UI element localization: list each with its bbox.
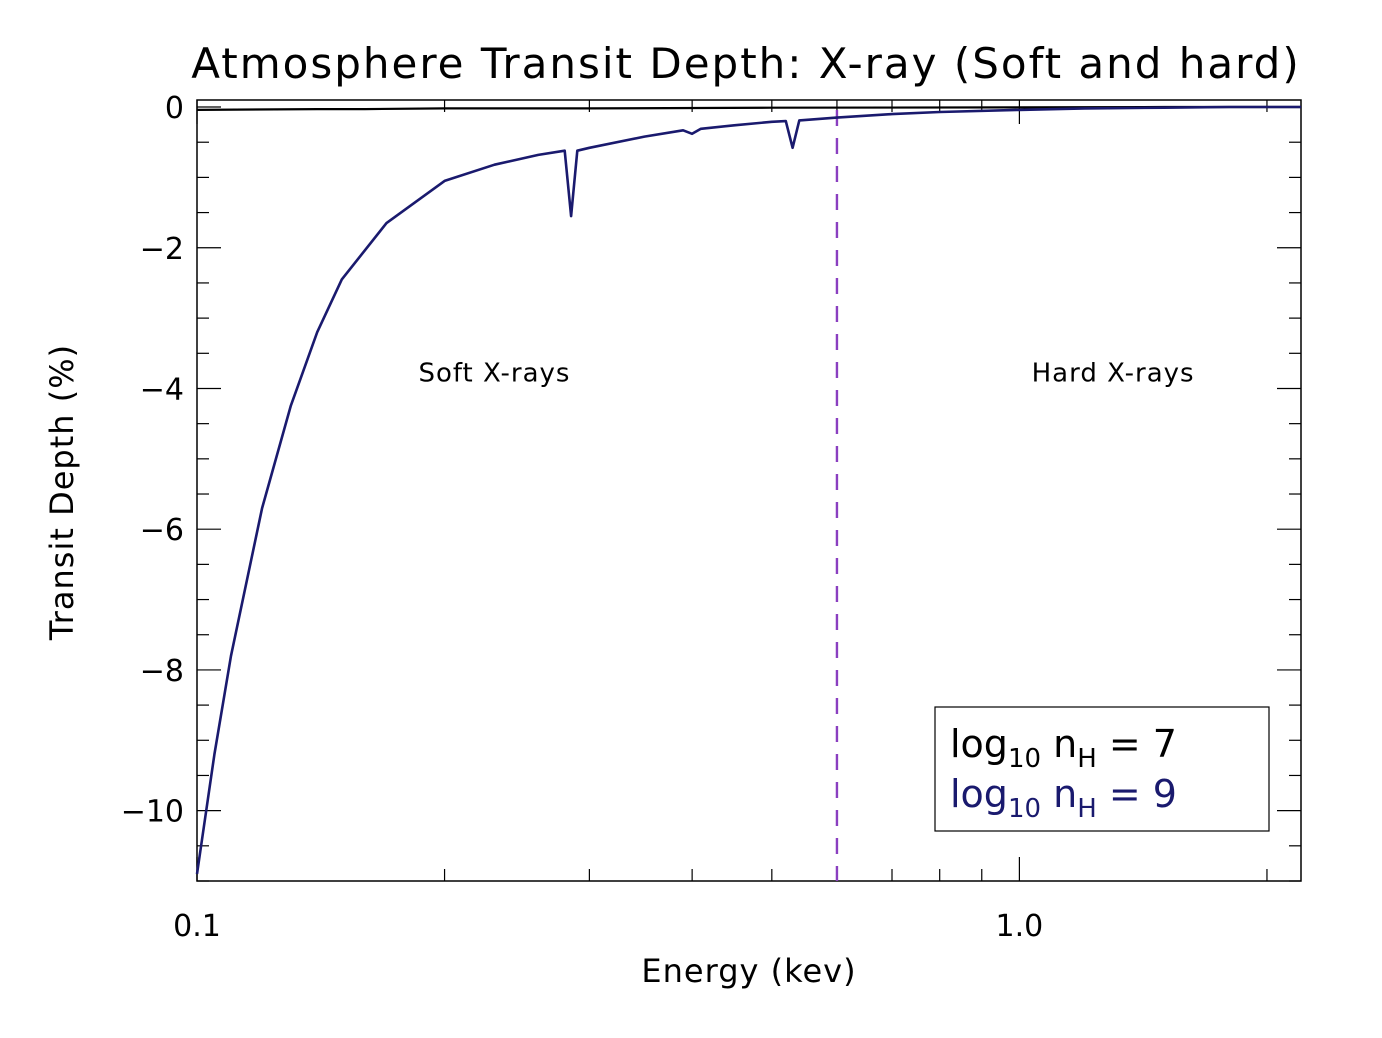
soft-xrays-label: Soft X-rays (418, 358, 570, 388)
plot-area (196, 99, 1302, 882)
y-tick-label: −2 (140, 232, 184, 267)
chart-title: Atmosphere Transit Depth: X-ray (Soft an… (191, 39, 1300, 88)
y-tick-label: −6 (140, 513, 184, 548)
y-tick-label: −10 (121, 795, 184, 830)
plot-frame (196, 99, 1302, 882)
y-axis-label: Transit Depth (%) (43, 344, 81, 641)
x-tick-label: 0.1 (173, 909, 221, 944)
tick-labels: 0.1 1.0 0 −2 −4 −6 −8 −10 (121, 91, 1044, 944)
x-tick-label: 1.0 (996, 909, 1044, 944)
series-layer (195, 105, 1301, 881)
x-axis-label: Energy (kev) (641, 952, 856, 990)
y-tick-label: −8 (140, 654, 184, 689)
y-tick-label: 0 (165, 91, 184, 126)
hard-xrays-label: Hard X-rays (1032, 358, 1195, 388)
annotation-layer: Soft X-rays Hard X-rays (418, 358, 1195, 388)
legend-box (934, 706, 1270, 832)
series-line-2 (195, 105, 1301, 875)
legend-entry-1: log10 nH = 7 (950, 722, 1177, 774)
y-tick-label: −4 (140, 372, 184, 407)
legend-entry-2: log10 nH = 9 (950, 772, 1177, 824)
